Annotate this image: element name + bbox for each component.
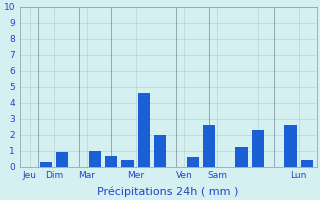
Bar (252, 130, 264, 167)
Bar (154, 135, 166, 167)
Bar (40, 162, 52, 167)
Bar (121, 160, 133, 167)
Bar (56, 152, 68, 167)
Bar (105, 156, 117, 167)
Bar (236, 147, 248, 167)
Bar (203, 125, 215, 167)
Bar (300, 160, 313, 167)
Bar (138, 93, 150, 167)
Bar (284, 125, 297, 167)
X-axis label: Précipitations 24h ( mm ): Précipitations 24h ( mm ) (98, 186, 239, 197)
Bar (89, 151, 101, 167)
Bar (187, 157, 199, 167)
